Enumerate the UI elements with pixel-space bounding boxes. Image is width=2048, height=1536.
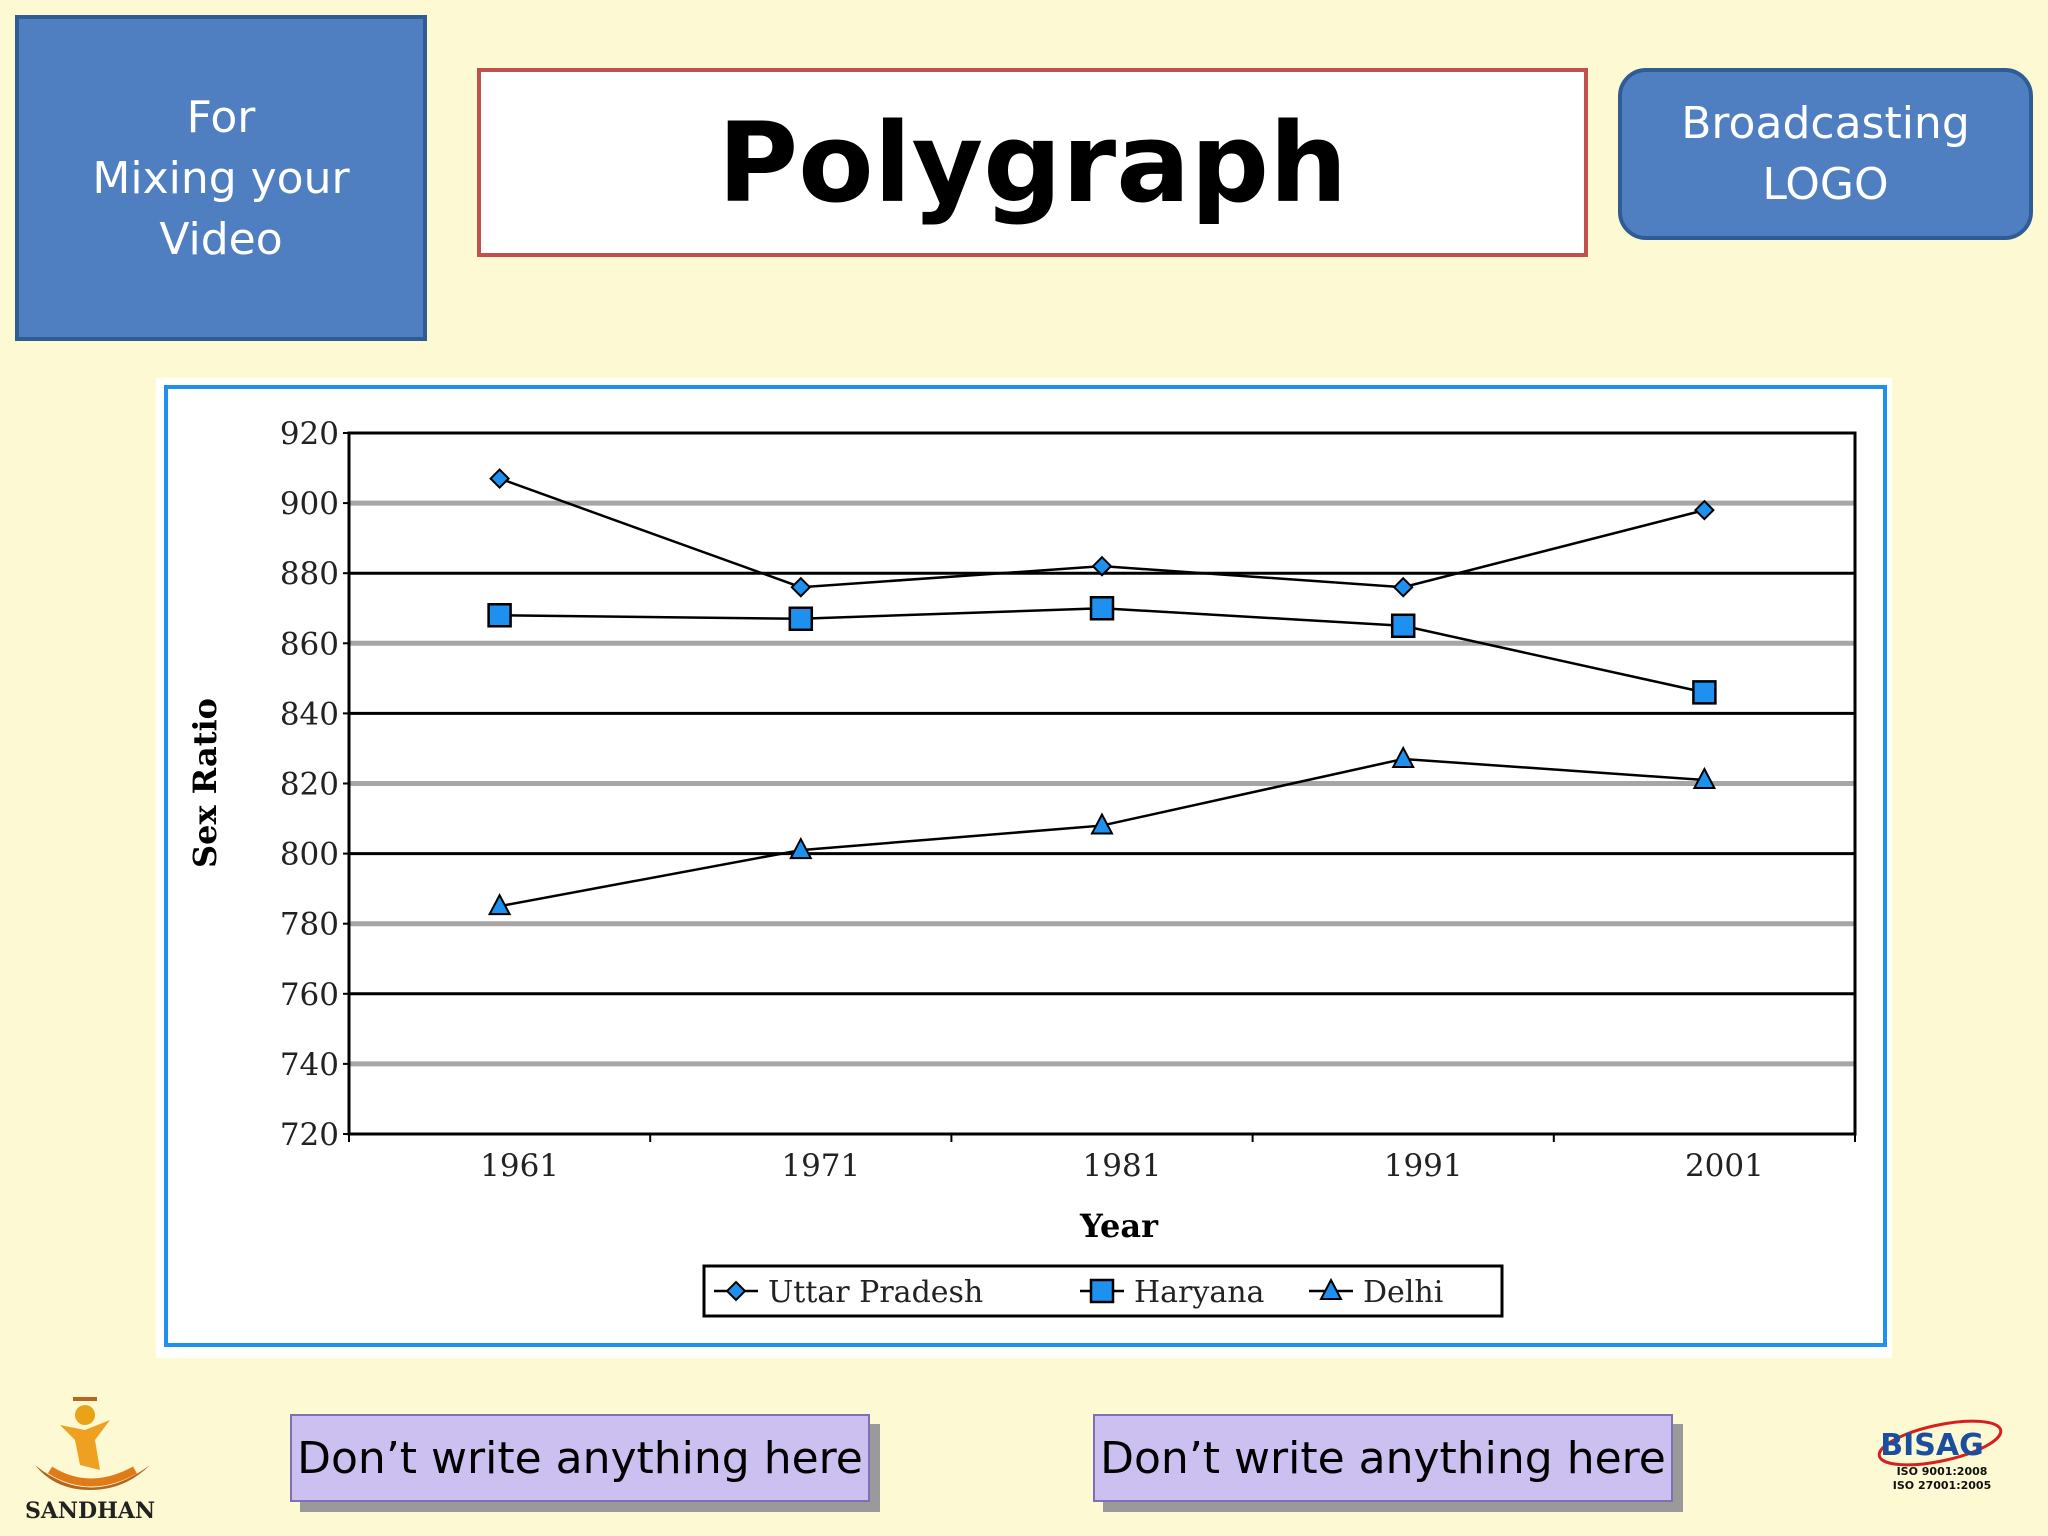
bisag-iso-1: ISO 9001:2008 — [1897, 1465, 1988, 1478]
plot-area-frame — [347, 431, 1857, 1136]
data-point-uttar-pradesh — [790, 576, 812, 598]
sandhan-logo-icon: SANDHAN — [25, 1397, 155, 1520]
logo-box-line-1: Broadcasting — [1681, 98, 1970, 149]
legend-marker-haryana — [1089, 1278, 1115, 1304]
y-tick-label: 880 — [280, 556, 339, 592]
bisag-iso-2: ISO 27001:2005 — [1893, 1479, 1991, 1492]
chart-legend: Uttar Pradesh Haryana Delhi — [702, 1264, 1504, 1318]
data-point-uttar-pradesh — [1091, 555, 1113, 577]
subtitle-placeholder-left: Don’t write anything here — [290, 1414, 870, 1502]
line-chart: 920 900 880 860 840 820 800 780 760 740 720 1961 197… — [186, 416, 1857, 1318]
data-point-haryana — [788, 606, 814, 632]
legend-marker-uttar-pradesh — [725, 1280, 747, 1302]
chart-container: 920 900 880 860 840 820 800 780 760 740 720 1961 197… — [156, 378, 1892, 1358]
subtitle-placeholder-left-text: Don’t write anything here — [297, 1432, 863, 1484]
x-tick-label: 1981 — [1083, 1148, 1162, 1184]
x-tick-label: 2001 — [1685, 1148, 1764, 1184]
mixing-video-box: For Mixing your Video — [15, 15, 427, 341]
legend-label-haryana: Haryana — [1134, 1275, 1265, 1310]
y-tick-label: 720 — [280, 1117, 339, 1153]
chart-frame — [164, 385, 1887, 1347]
bisag-logo-icon: BISAG ISO 9001:2008 ISO 27001:2005 — [1877, 1419, 2003, 1492]
data-point-delhi — [1391, 745, 1415, 768]
y-tick-label: 800 — [280, 837, 339, 873]
data-point-delhi — [1090, 812, 1114, 835]
y-tick-label: 820 — [280, 767, 339, 803]
data-point-delhi — [487, 893, 512, 916]
data-point-haryana — [1089, 596, 1115, 621]
bisag-logo-text: BISAG — [1880, 1428, 1983, 1463]
data-point-uttar-pradesh — [489, 468, 511, 489]
sandhan-logo-text: SANDHAN — [25, 1498, 155, 1520]
page-title: Polygraph — [717, 98, 1348, 227]
y-tick-label: 920 — [280, 416, 339, 452]
y-tick-label: 860 — [280, 626, 339, 662]
legend-label-delhi: Delhi — [1363, 1275, 1443, 1310]
mix-box-line-3: Video — [159, 213, 283, 265]
mix-box-line-2: Mixing your — [92, 152, 350, 204]
y-tick-label: 780 — [280, 907, 339, 943]
data-point-uttar-pradesh — [1392, 576, 1414, 598]
y-tick-label: 740 — [280, 1047, 339, 1083]
legend-marker-delhi — [1319, 1277, 1343, 1300]
x-tick-label: 1971 — [781, 1148, 860, 1184]
mix-box-line-1: For — [186, 91, 256, 143]
y-axis-title: Sex Ratio — [186, 698, 224, 868]
subtitle-placeholder-right-text: Don’t write anything here — [1100, 1432, 1666, 1484]
x-tick-label: 1961 — [480, 1148, 559, 1184]
legend-label-uttar-pradesh: Uttar Pradesh — [768, 1275, 983, 1310]
x-axis-title: Year — [1079, 1207, 1159, 1245]
logo-box-line-2: LOGO — [1762, 159, 1889, 210]
x-tick-label: 1991 — [1384, 1148, 1463, 1184]
subtitle-placeholder-right: Don’t write anything here — [1093, 1414, 1673, 1502]
series-line-haryana — [499, 606, 1705, 694]
data-point-haryana — [487, 603, 512, 628]
data-point-uttar-pradesh — [1693, 499, 1715, 521]
data-point-haryana — [1692, 680, 1717, 705]
data-point-haryana — [1390, 613, 1416, 639]
y-tick-label: 900 — [280, 486, 339, 522]
data-point-delhi — [1692, 766, 1717, 789]
y-tick-label: 840 — [280, 696, 339, 732]
broadcasting-logo-box: Broadcasting LOGO — [1618, 68, 2033, 240]
y-tick-label: 760 — [280, 977, 339, 1013]
data-point-delhi — [789, 836, 813, 860]
title-box: Polygraph — [477, 68, 1588, 257]
